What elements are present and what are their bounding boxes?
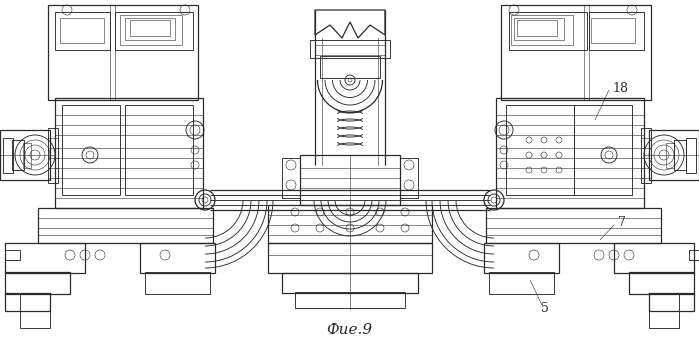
Bar [484,243,559,273]
Bar [509,12,587,50]
Bar [23,143,31,168]
Bar [20,293,50,328]
Bar [486,208,661,243]
Bar [574,105,632,195]
Bar [48,128,58,183]
Bar [629,272,694,294]
Bar [666,143,674,168]
Bar [589,12,644,50]
Bar [300,155,400,205]
Bar [517,20,557,36]
Bar [120,15,182,45]
Bar [62,105,120,195]
Bar [310,40,390,58]
Bar [125,105,193,195]
Bar [320,56,380,78]
Bar [282,273,418,293]
Bar [268,205,432,243]
Bar [511,15,573,45]
Bar [5,272,70,294]
Bar [489,272,554,294]
Bar [130,20,170,36]
Bar [614,243,694,273]
Bar [5,293,50,311]
Bar [649,293,694,311]
Bar [501,5,651,100]
Bar [400,158,418,198]
Bar [268,243,432,273]
Bar [145,272,210,294]
Bar [0,130,50,180]
Bar [38,208,213,243]
Bar [641,128,651,183]
Bar [295,292,405,308]
Bar [55,12,110,50]
Bar [514,18,564,40]
Bar [282,158,300,198]
Bar [649,293,679,328]
Text: 7: 7 [618,215,626,229]
Bar [125,18,175,40]
Bar [496,98,644,208]
Bar [689,250,699,260]
Bar [55,98,203,208]
Bar [60,18,104,43]
Text: 5: 5 [541,301,549,315]
Bar [674,140,686,170]
Bar [140,243,215,273]
Bar [5,243,85,273]
Bar [649,130,699,180]
Bar [12,140,24,170]
Text: 18: 18 [612,81,628,95]
Bar [506,105,574,195]
Bar [3,138,13,173]
Text: Фие.9: Фие.9 [326,323,372,337]
Bar [686,138,696,173]
Bar [5,250,20,260]
Bar [115,12,193,50]
Bar [591,18,635,43]
Bar [48,5,198,100]
